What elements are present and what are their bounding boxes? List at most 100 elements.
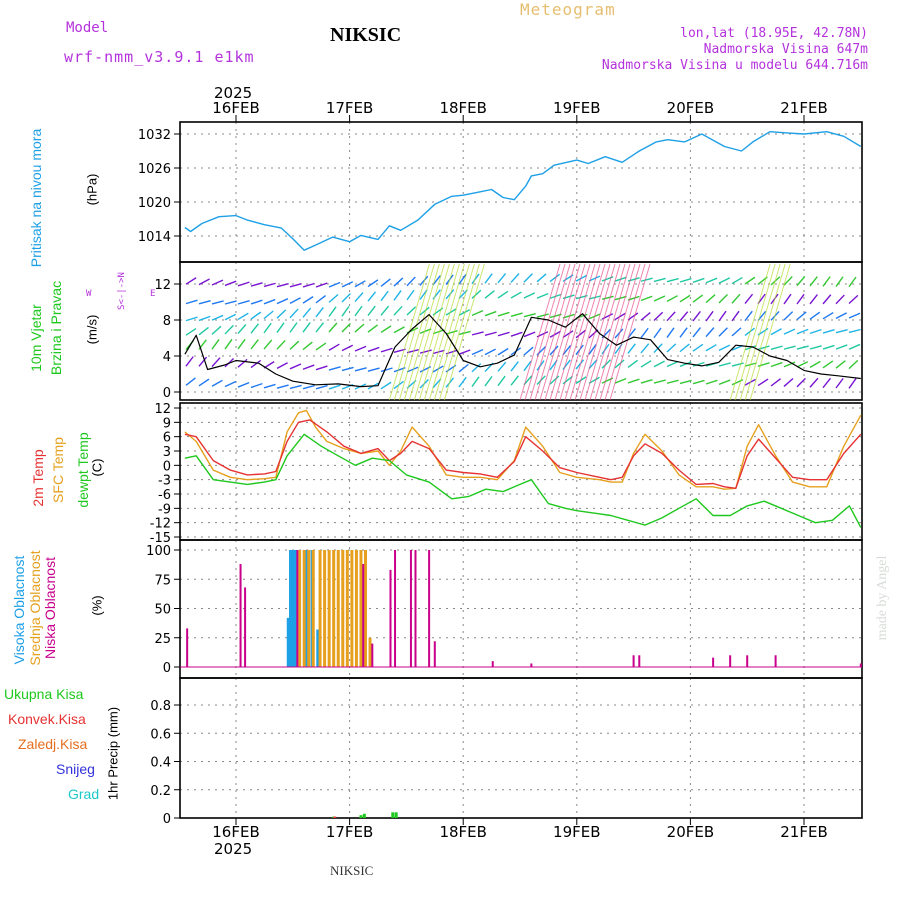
wind-barb [185,316,198,322]
wind-barb [796,328,809,335]
wind-hatch [413,263,455,400]
wind-barb [198,300,211,305]
wind-barb [354,345,367,352]
wind-barb [458,309,470,316]
wind-barb [250,359,262,369]
wind-barb [211,325,222,335]
top-day-label: 19FEB [553,99,600,117]
year-bottom: 2025 [214,840,253,858]
wind-barb [276,298,289,305]
wind-barb [822,360,834,369]
wind-barb [640,277,653,282]
cloud-bar [244,587,247,667]
cloud-bar [428,550,431,667]
wind-barb [679,361,692,367]
wind-barb [744,293,754,304]
precip-bar [359,815,363,818]
wind-barb [224,338,233,350]
compass-w: W [86,289,92,299]
model-elevation-label: Nadmorska Visina u modelu 644.716m [601,58,868,73]
wind-barb [744,276,756,285]
wind-barb [666,343,677,353]
wind-barb [250,323,259,334]
cloud-bar [298,550,302,667]
bottom-day-label: 21FEB [780,823,827,841]
cloud-bar [304,550,308,667]
wind-barb [263,310,274,320]
wind-hatch [433,263,475,400]
cloud-bar [389,569,392,667]
wind-hatch [594,263,636,400]
wind-barb [289,340,300,350]
wind-barb [289,297,301,305]
wind-barb [835,294,845,305]
temp-frame [179,402,863,541]
precip-ytick-label: 0.8 [150,699,171,714]
cloud-bar [638,655,641,667]
wind-barb [484,331,497,336]
wind-barb [354,280,366,288]
wind-barb [328,293,339,303]
wind-barb [484,273,493,284]
wind-hatch [408,263,450,400]
wind-barb [497,361,507,372]
wind-barb [848,312,861,319]
wind-barb [315,322,325,333]
wind-barb [367,324,378,333]
wind-hatch [734,263,776,400]
wind-barb [211,314,224,321]
wind-barb [770,345,783,350]
wind-barb [328,306,337,317]
wind-hatch [438,263,480,400]
wind-barb [302,322,311,333]
wind-barb [497,311,510,317]
wind-barb [770,328,782,336]
wind-barb [692,379,705,385]
product-title: Meteogram [520,0,616,19]
wind-barb [705,327,715,338]
cloud-bar [394,550,397,667]
bottom-day-label: 18FEB [439,823,486,841]
wind-barb [198,278,210,286]
wind-barb [809,276,818,287]
wind-barb [471,376,480,387]
wind-barb [432,378,442,389]
bottom-day-label: 17FEB [326,823,373,841]
wind-barb [848,378,857,389]
wind-hatch [579,263,621,400]
top-day-label: 21FEB [780,99,827,117]
wind-barb [497,273,507,284]
wind-barb [562,375,573,385]
station-title: NIKSIC [330,24,402,46]
wind-barb [718,293,728,304]
cloud-bar [336,550,340,667]
wind-barb [198,378,210,387]
wind-barb [705,310,714,322]
pressure-line [184,130,862,251]
wind-barb [250,311,262,320]
2m-temp-line [184,419,862,489]
cloud-bar [286,617,290,667]
year-top: 2025 [214,84,253,102]
cloud-bar [307,550,311,667]
wind-barb [601,295,614,300]
wind-ytick-label: 12 [154,278,171,293]
wind-barb [601,343,610,355]
wind-barb [211,339,220,350]
wind-barb [809,328,822,335]
cloud-bar [491,661,494,667]
wind-barb [575,329,586,339]
wind-barb [822,294,832,305]
wind-hatch [549,263,591,400]
wind-barb [419,275,429,286]
wind-barb [822,276,831,287]
wind-hatch [398,263,440,400]
cloud-bar [354,550,358,667]
wind-hatch [584,263,626,400]
dewpt-temp-line [184,433,862,528]
wind-hatch [539,263,581,400]
wind-barb [263,298,276,305]
wind-barb [198,356,208,367]
wind-barb [185,277,197,285]
wind-barb [692,311,701,322]
